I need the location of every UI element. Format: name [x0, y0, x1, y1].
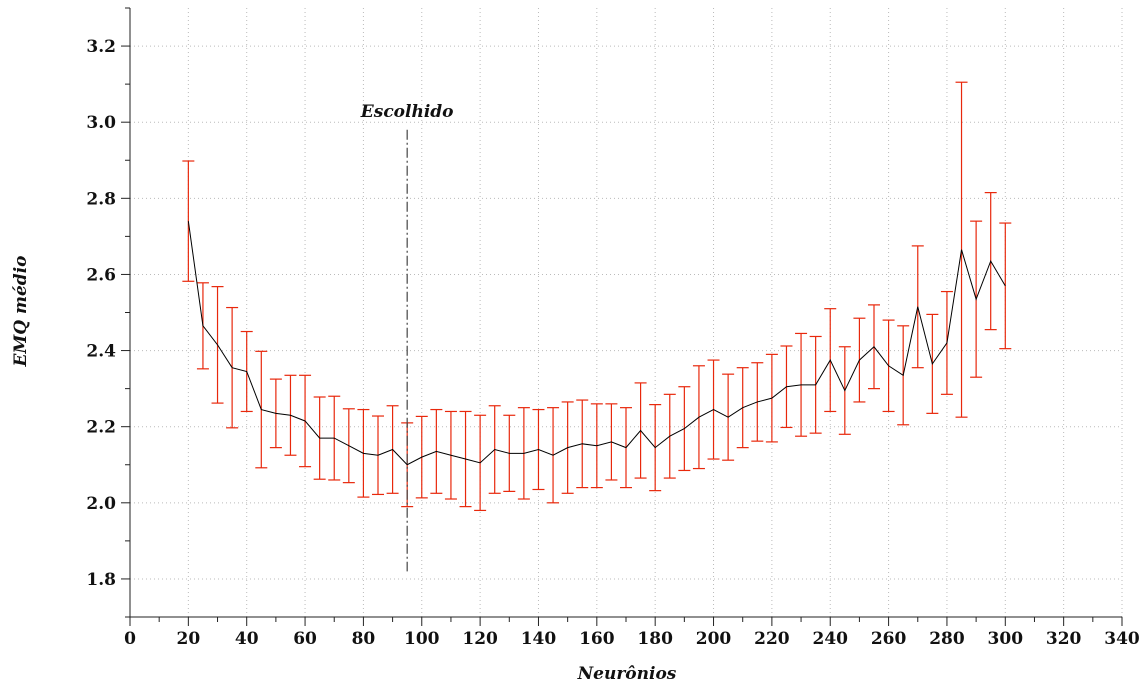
y-tick-label: 2.8	[86, 189, 116, 209]
y-tick-label: 2.2	[86, 418, 116, 438]
y-tick-label: 2.4	[86, 342, 116, 362]
x-tick-label: 20	[177, 629, 201, 649]
x-tick-label: 300	[988, 629, 1024, 649]
x-tick-label: 100	[404, 629, 440, 649]
grid	[130, 8, 1123, 617]
y-axis-ticks: 1.8 2.0 2.2 2.4 2.6 2.8 3.0 3.2	[86, 7, 130, 618]
x-tick-label: 60	[293, 629, 317, 649]
y-tick-label: 2.0	[86, 494, 116, 514]
x-tick-label: 40	[235, 629, 259, 649]
x-axis-label: Neurônios	[577, 664, 677, 684]
x-tick-label: 200	[696, 629, 732, 649]
annotations: Escolhido	[360, 102, 454, 572]
y-tick-label: 2.6	[86, 265, 116, 285]
series	[187, 221, 1006, 466]
x-tick-label: 240	[812, 629, 848, 649]
x-tick-label: 120	[462, 629, 498, 649]
x-tick-label: 320	[1046, 629, 1082, 649]
x-tick-label: 280	[929, 629, 965, 649]
axes	[129, 8, 1122, 618]
x-tick-label: 340	[1104, 629, 1140, 649]
series-line	[187, 221, 1006, 466]
y-tick-label: 1.8	[86, 570, 116, 590]
y-tick-label: 3.2	[86, 37, 116, 57]
x-tick-label: 140	[521, 629, 557, 649]
x-tick-label: 260	[871, 629, 907, 649]
x-tick-label: 160	[579, 629, 615, 649]
x-tick-label: 220	[754, 629, 790, 649]
x-tick-label: 0	[124, 629, 136, 649]
y-tick-label: 3.0	[86, 113, 116, 133]
x-tick-label: 80	[352, 629, 376, 649]
y-axis-label: EMQ médio	[11, 256, 31, 368]
x-axis-ticks: 0 20 40 60 80 100 120 140 160 180 200 220 240 260 280 3…	[124, 617, 1140, 649]
x-tick-label: 180	[637, 629, 673, 649]
annotation-label: Escolhido	[360, 102, 454, 122]
